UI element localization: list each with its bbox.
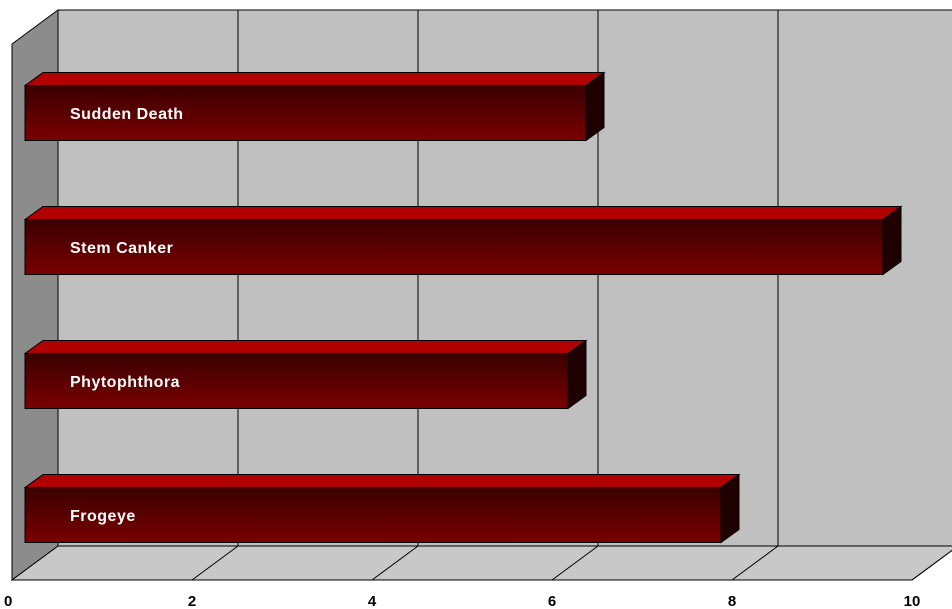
bar-stem-canker: Stem Canker [23,205,903,276]
x-tick-label: 8 [728,593,736,609]
plot-floor [10,545,952,581]
x-tick-label: 6 [548,593,556,609]
x-axis-ticks: 0 2 4 6 8 10 [4,593,920,609]
bar-sudden-death: Sudden Death [23,71,606,142]
bar-top-face [23,340,588,354]
bar-front-face [24,85,587,141]
bar-top-face [23,474,741,488]
bar-top-face [23,206,903,220]
x-tick-label: 0 [4,593,12,609]
bar-front-face [24,487,722,543]
bars: Sudden Death Stem Canker Phytophthora Froge… [23,71,903,544]
floor-gridline [551,545,599,581]
bar-front-face [24,353,569,409]
floor-gridline [731,545,779,581]
x-tick-label: 4 [368,593,377,609]
bar-front-face [24,219,884,275]
floor-gridline [371,545,419,581]
bar-top-face [23,72,606,86]
bar-label: Stem Canker [70,240,173,257]
bar-frogeye: Frogeye [23,473,741,544]
bar-label: Phytophthora [70,374,180,391]
bar-label: Sudden Death [70,106,184,123]
x-tick-label: 10 [904,593,921,609]
bar-phytophthora: Phytophthora [23,339,588,410]
bar-label: Frogeye [70,508,136,525]
floor-gridline [911,549,952,581]
x-tick-label: 2 [188,593,196,609]
floor-gridline [191,545,239,581]
